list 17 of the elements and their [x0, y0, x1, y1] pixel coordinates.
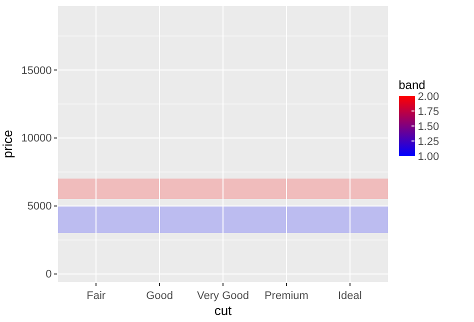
color-bar-label: 1.50	[418, 120, 440, 133]
color-bar-label: 1.25	[418, 136, 440, 148]
x-tick-label: Fair	[86, 290, 106, 302]
color-bar-title: band	[398, 78, 426, 92]
y-tick-label: 0	[46, 268, 52, 281]
color-bar-label: 1.75	[418, 106, 440, 118]
y-axis-title: price	[0, 130, 15, 158]
x-tick-label: Premium	[264, 290, 308, 302]
x-tick-label: Ideal	[338, 290, 362, 302]
y-tick-label: 10000	[21, 132, 52, 145]
y-tick-label: 15000	[21, 64, 52, 77]
color-bar-label: 1.00	[418, 150, 440, 163]
x-tick-label: Very Good	[197, 290, 249, 302]
color-bar-label: 2.00	[418, 90, 440, 103]
x-axis-title: cut	[214, 302, 232, 318]
y-tick-label: 5000	[27, 200, 52, 213]
x-tick-label: Good	[146, 290, 173, 302]
